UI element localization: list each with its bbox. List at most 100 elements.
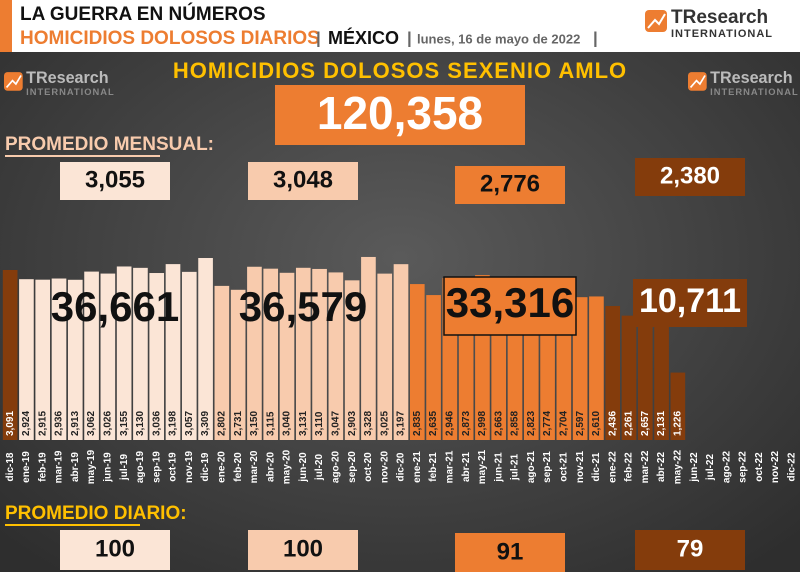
year-total-box — [443, 276, 577, 336]
x-tick-label: oct-20 — [363, 452, 374, 482]
x-tick-label: jun-20 — [298, 452, 309, 483]
value-label: 2,261 — [624, 411, 635, 436]
bar — [377, 273, 393, 440]
bar — [247, 266, 262, 440]
daily-avg-box — [455, 533, 565, 572]
monthly-avg-title: PROMEDIO MENSUAL: — [5, 134, 214, 155]
value-label: 3,040 — [282, 411, 293, 436]
value-label: 2,597 — [575, 411, 586, 436]
bar — [2, 269, 18, 440]
value-label: 2,835 — [412, 411, 423, 436]
x-tick-label: may-20 — [282, 449, 293, 484]
bar — [116, 266, 132, 440]
value-label: 2,635 — [428, 411, 439, 436]
bar — [295, 267, 311, 440]
monthly-avg: 3,055 — [85, 166, 145, 193]
daily-avg-box — [60, 530, 170, 570]
total-title: HOMICIDIOS DOLOSOS SEXENIO AMLO — [173, 58, 627, 83]
separator: | — [593, 28, 598, 47]
logo-name: TResearch — [26, 69, 109, 87]
year-total: 33,316 — [446, 279, 574, 326]
x-tick-label: ago-22 — [721, 450, 732, 483]
value-label: 3,309 — [200, 411, 211, 436]
header-accent — [0, 0, 12, 52]
x-tick-label: oct-19 — [168, 452, 179, 482]
value-label: 2,774 — [542, 411, 553, 436]
value-label: 3,091 — [5, 411, 16, 436]
value-label: 2,858 — [510, 411, 521, 436]
value-label: 2,704 — [558, 411, 569, 436]
monthly-avg-box — [248, 162, 358, 200]
value-label: 3,328 — [363, 411, 374, 436]
x-tick-label: feb-21 — [428, 452, 439, 482]
value-label: 3,047 — [330, 411, 341, 436]
bar — [328, 272, 344, 440]
date: lunes, 16 de mayo de 2022 — [417, 31, 580, 46]
value-label: 2,610 — [591, 411, 602, 436]
x-tick-label: dic-21 — [591, 452, 602, 481]
value-label: 2,998 — [477, 411, 488, 436]
daily-avg: 100 — [95, 535, 135, 562]
x-tick-label: mar-22 — [640, 450, 651, 483]
logo-name: TResearch — [710, 69, 793, 87]
x-tick-label: mar-19 — [54, 450, 65, 483]
bar — [230, 289, 246, 440]
value-label: 1,226 — [672, 411, 683, 436]
x-tick-label: nov-21 — [575, 450, 586, 483]
logo-icon — [647, 13, 666, 29]
value-label: 3,062 — [86, 411, 97, 436]
value-label: 3,026 — [102, 411, 113, 436]
bar — [100, 273, 116, 440]
bar — [589, 296, 604, 440]
daily-avg: 79 — [677, 535, 704, 562]
logo-tagline: INTERNATIONAL — [710, 87, 799, 97]
daily-avg: 91 — [497, 538, 524, 565]
value-label: 2,913 — [70, 411, 81, 436]
total-value: 120,358 — [317, 87, 483, 139]
year-total: 36,661 — [51, 283, 179, 330]
value-label: 2,924 — [21, 411, 32, 436]
x-tick-label: sep-20 — [347, 451, 358, 483]
bar — [19, 279, 34, 440]
bar — [621, 315, 637, 440]
title: LA GUERRA EN NÚMEROS — [20, 3, 266, 25]
x-tick-label: oct-21 — [558, 452, 569, 482]
value-label: 3,197 — [396, 411, 407, 436]
subtitle: HOMICIDIOS DOLOSOS DIARIOS — [20, 28, 320, 49]
value-label: 3,198 — [168, 411, 179, 436]
x-tick-label: oct-22 — [754, 452, 765, 482]
x-tick-label: ene-20 — [216, 451, 227, 483]
x-tick-label: dic-19 — [200, 452, 211, 481]
value-label: 2,657 — [640, 411, 651, 436]
bar — [263, 268, 279, 440]
monthly-avg: 2,776 — [480, 170, 540, 197]
value-label: 3,115 — [265, 411, 276, 436]
bar — [426, 295, 441, 440]
x-tick-label: jun-19 — [102, 452, 113, 483]
x-tick-label: abr-21 — [461, 452, 472, 482]
bar — [312, 268, 327, 440]
value-label: 3,130 — [135, 411, 146, 436]
x-tick-label: dic-18 — [5, 452, 16, 481]
value-label: 3,025 — [379, 411, 390, 436]
value-label: 2,663 — [493, 411, 504, 436]
monthly-avg-box — [635, 158, 745, 196]
x-tick-label: may-21 — [477, 449, 488, 484]
value-label: 2,903 — [347, 411, 358, 436]
bar — [198, 258, 213, 440]
x-tick-label: feb-20 — [233, 452, 244, 482]
monthly-avg: 3,048 — [273, 166, 333, 193]
value-label: 3,150 — [249, 411, 260, 436]
x-tick-label: jun-22 — [689, 452, 700, 483]
value-label: 3,110 — [314, 411, 325, 436]
daily-avg-title: PROMEDIO DIARIO: — [5, 503, 187, 524]
x-tick-label: sep-21 — [542, 451, 553, 483]
x-tick-label: ene-22 — [607, 451, 618, 483]
value-label: 2,915 — [37, 411, 48, 436]
x-tick-label: abr-22 — [656, 452, 667, 482]
x-tick-label: jun-21 — [493, 452, 504, 483]
value-label: 3,155 — [119, 411, 130, 436]
x-tick-label: sep-22 — [738, 451, 749, 483]
value-label: 2,731 — [233, 411, 244, 436]
